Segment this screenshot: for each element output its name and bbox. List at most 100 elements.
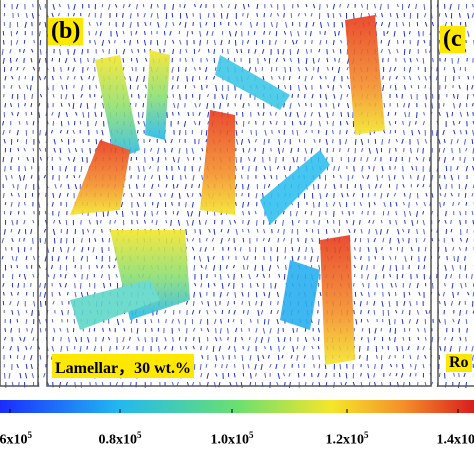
vector (24, 165, 27, 172)
vector (4, 165, 6, 172)
vector (415, 165, 418, 171)
vector (58, 219, 61, 225)
vector (185, 201, 187, 208)
vector (185, 300, 189, 305)
vector (79, 102, 82, 108)
vector (459, 336, 462, 341)
vector (416, 318, 419, 325)
vector (373, 3, 376, 9)
vector (194, 282, 197, 287)
vector (422, 156, 425, 162)
vector (305, 57, 308, 64)
vector (417, 129, 421, 135)
vector (431, 21, 434, 27)
vector (282, 219, 284, 227)
vector (165, 318, 167, 324)
vector (68, 102, 71, 107)
vector (344, 381, 347, 386)
vector (137, 111, 140, 118)
vector (178, 327, 181, 332)
vector (296, 354, 299, 361)
vector (31, 237, 34, 244)
vector (93, 57, 95, 63)
vector (205, 66, 208, 73)
vector (101, 228, 103, 233)
vector (352, 219, 355, 226)
vector (303, 120, 306, 126)
vector (291, 246, 294, 252)
vector (239, 93, 242, 100)
vector (389, 273, 392, 278)
vector (165, 219, 168, 224)
vector (15, 39, 19, 45)
vector (198, 219, 201, 225)
vector (38, 102, 41, 107)
vector (235, 327, 238, 333)
vector (305, 102, 307, 107)
vector (66, 129, 69, 134)
vector (39, 300, 42, 307)
vector (278, 345, 280, 352)
vector (446, 111, 449, 118)
vector (1, 48, 4, 55)
vector (206, 84, 208, 89)
vector (242, 255, 246, 261)
vector (465, 345, 468, 351)
vector (264, 165, 267, 171)
vector (22, 174, 26, 181)
vector (11, 75, 14, 80)
vector (92, 246, 95, 253)
vector (206, 102, 209, 109)
vector (409, 174, 412, 179)
vector (192, 381, 195, 386)
vector (233, 273, 235, 280)
vector (198, 309, 201, 314)
vector (282, 48, 285, 55)
vector (96, 129, 98, 135)
vector (348, 228, 351, 234)
vector (129, 21, 132, 29)
vector (9, 300, 12, 306)
vector (95, 84, 98, 89)
vector (395, 75, 398, 80)
vector (73, 57, 76, 63)
vector (179, 93, 181, 100)
vector (312, 57, 315, 64)
vector (404, 219, 406, 224)
vector (67, 309, 69, 315)
vector (346, 66, 349, 71)
vector (74, 183, 78, 190)
vector (438, 138, 441, 145)
vector (327, 12, 329, 18)
vector (144, 93, 147, 98)
vector (130, 192, 133, 198)
vector (211, 237, 215, 242)
vector (248, 120, 250, 125)
vector (50, 129, 53, 134)
vector (360, 336, 363, 341)
vector (10, 201, 13, 207)
vector (61, 84, 64, 90)
vector (250, 129, 252, 135)
vector (313, 138, 316, 143)
vector (23, 210, 26, 215)
vector (30, 102, 33, 108)
vector (386, 30, 389, 35)
vector (199, 30, 202, 37)
vector (292, 345, 295, 352)
vector (464, 255, 466, 261)
vector (255, 372, 257, 377)
vector (375, 354, 378, 359)
vector (381, 12, 384, 18)
vector (193, 84, 196, 89)
vector (394, 111, 397, 116)
vector (225, 264, 228, 269)
vector (59, 147, 62, 153)
vector (225, 93, 228, 101)
vector (19, 336, 22, 341)
vector (115, 3, 118, 8)
vector (228, 237, 231, 242)
vector (297, 255, 300, 261)
vector (32, 273, 35, 278)
vector (388, 147, 391, 154)
